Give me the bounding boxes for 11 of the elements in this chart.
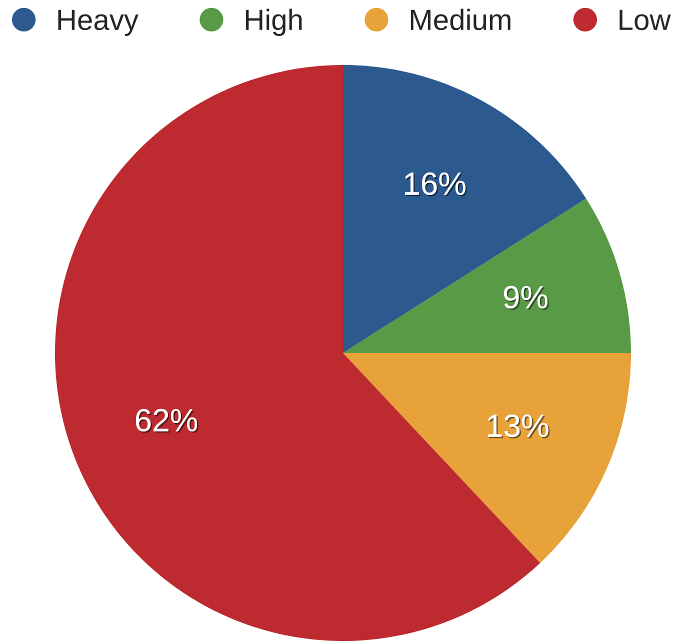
pie-slice xyxy=(343,65,586,353)
pie-slice xyxy=(343,198,631,353)
legend-label: Heavy xyxy=(58,10,139,36)
data-label: 13% xyxy=(488,414,550,438)
data-label: 16% xyxy=(405,172,467,196)
data-label: 62% xyxy=(136,408,198,433)
legend-label: Medium xyxy=(410,8,510,30)
legend-label: Low xyxy=(620,10,671,30)
pie-slice xyxy=(343,353,631,563)
legend-label: High xyxy=(246,8,302,36)
data-label: 9% xyxy=(504,286,549,310)
